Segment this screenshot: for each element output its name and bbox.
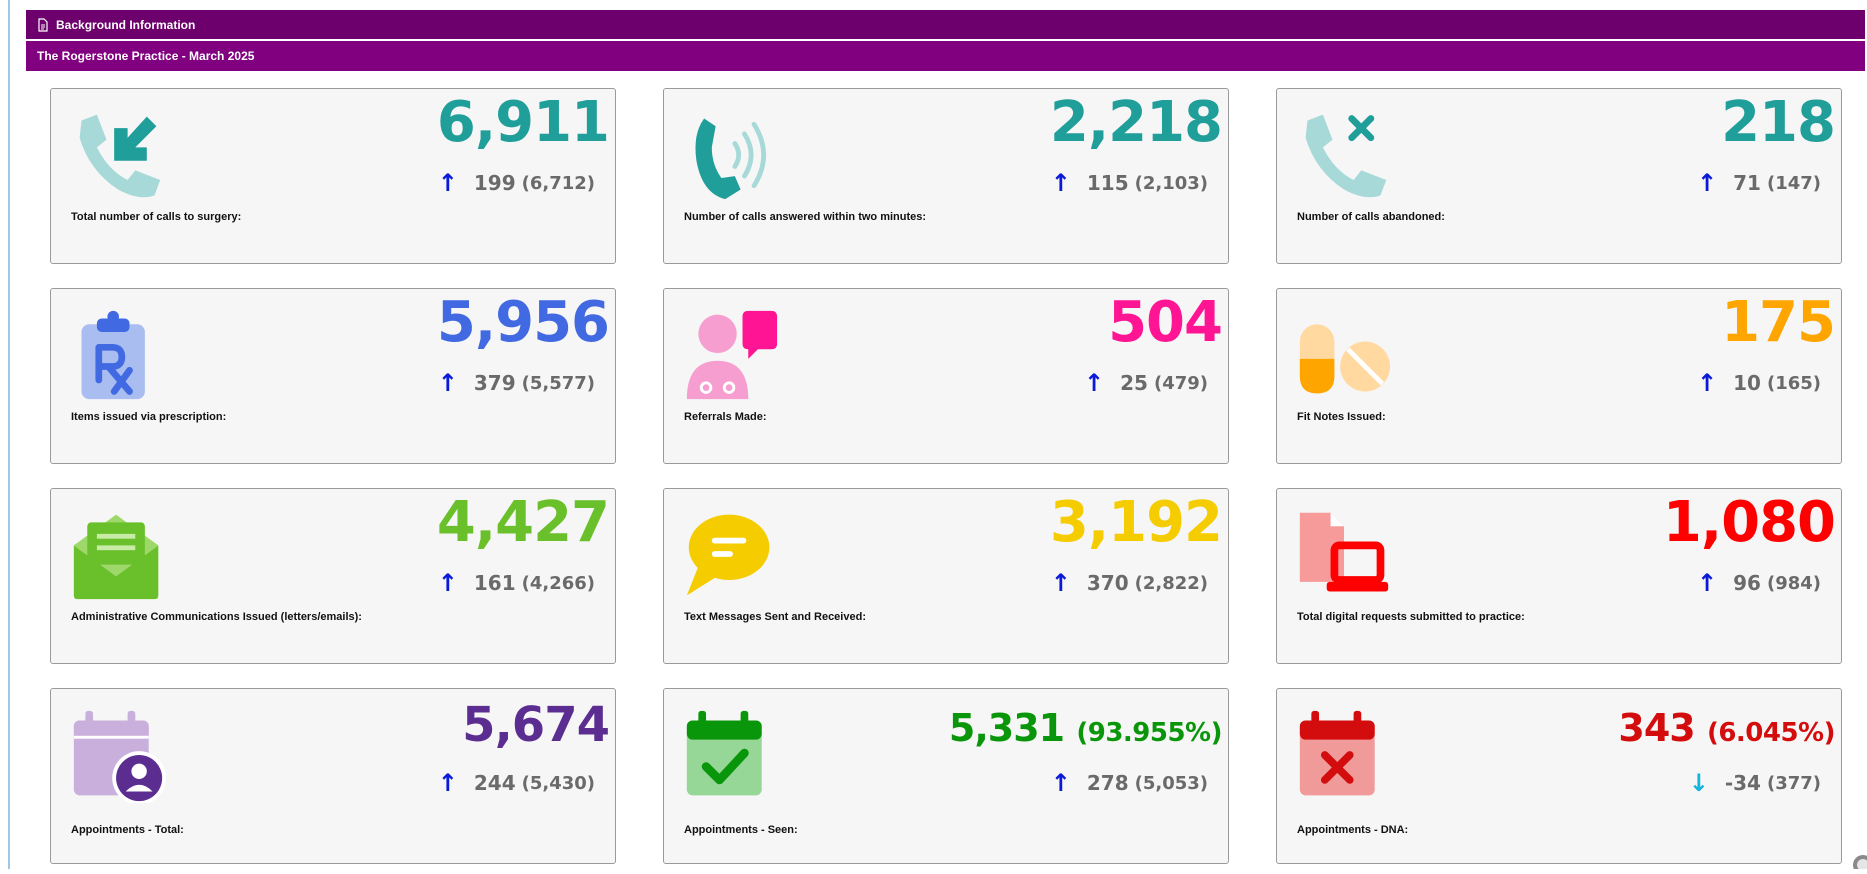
envelope-open-icon: [67, 507, 169, 603]
trend-up-icon: ↑: [1050, 169, 1071, 197]
stat-value: 504: [1108, 290, 1223, 355]
phone-missed-icon: [1293, 107, 1395, 203]
calendar-x-icon: [1293, 707, 1395, 803]
phone-incoming-icon: [67, 107, 169, 203]
stat-value: 1,080: [1662, 490, 1836, 555]
trend-up-icon: ↑: [437, 169, 458, 197]
stat-value: 5,331 (93.955%): [948, 706, 1223, 750]
stat-label: Total digital requests submitted to prac…: [1297, 611, 1525, 623]
stat-label: Appointments - DNA:: [1297, 824, 1409, 836]
stat-label: Referrals Made:: [684, 411, 767, 423]
stat-label: Text Messages Sent and Received:: [684, 611, 866, 623]
calendar-user-icon: [67, 707, 169, 803]
stat-value: 5,956: [436, 290, 610, 355]
stat-value: 218: [1721, 90, 1836, 155]
stat-label: Appointments - Seen:: [684, 824, 798, 836]
stat-card-referrals: 504 ↑ 25 (479) Referrals Made:: [663, 288, 1229, 464]
stat-change: ↑ 379 (5,577): [437, 369, 595, 397]
calendar-check-icon: [680, 707, 782, 803]
practice-header: The Rogerstone Practice - March 2025: [26, 41, 1865, 71]
trend-up-icon: ↑: [437, 569, 458, 597]
stat-label: Number of calls answered within two minu…: [684, 211, 927, 223]
trend-up-icon: ↑: [1050, 569, 1071, 597]
stat-label: Fit Notes Issued:: [1297, 411, 1386, 423]
stat-change: ↑ 25 (479): [1084, 369, 1208, 397]
stat-value: 6,911: [436, 90, 610, 155]
stat-card-admin-comms: 4,427 ↑ 161 (4,266) Administrative Commun…: [50, 488, 616, 664]
stat-label: Administrative Communications Issued (le…: [71, 611, 362, 623]
stat-card-text-messages: 3,192 ↑ 370 (2,822) Text Messages Sent an…: [663, 488, 1229, 664]
document-icon: [36, 17, 50, 32]
stat-value: 5,674: [462, 697, 610, 753]
trend-up-icon: ↑: [1084, 369, 1105, 397]
stat-label: Items issued via prescription:: [71, 411, 227, 423]
stat-label: Appointments - Total:: [71, 824, 184, 836]
stat-value: 4,427: [436, 490, 610, 555]
stat-label: Number of calls abandoned:: [1297, 211, 1445, 223]
trend-up-icon: ↑: [1697, 569, 1718, 597]
trend-up-icon: ↑: [1050, 769, 1071, 797]
doctor-message-icon: [680, 307, 782, 403]
stat-card-total-calls: 6,911 ↑ 199 (6,712) Total number of calls…: [50, 88, 616, 264]
file-laptop-icon: [1293, 507, 1395, 603]
chat-bubble-icon: [680, 507, 782, 603]
stat-change: ↑ 244 (5,430): [437, 769, 595, 797]
trend-up-icon: ↑: [437, 769, 458, 797]
stat-change: ↑ 71 (147): [1697, 169, 1821, 197]
stat-card-appointments-dna: 343 (6.045%) ↓ -34 (377) Appointments - D…: [1276, 688, 1842, 864]
section-header-background-information[interactable]: Background Information: [26, 10, 1865, 39]
stat-card-prescriptions: 5,956 ↑ 379 (5,577) Items issued via pres…: [50, 288, 616, 464]
stat-card-fit-notes: 175 ↑ 10 (165) Fit Notes Issued:: [1276, 288, 1842, 464]
stat-card-digital-requests: 1,080 ↑ 96 (984) Total digital requests s…: [1276, 488, 1842, 664]
pills-icon: [1293, 307, 1395, 403]
stat-card-appointments-total: 5,674 ↑ 244 (5,430) Appointments - Total:: [50, 688, 616, 864]
prescription-clipboard-icon: [67, 307, 169, 403]
window-left-border: [8, 0, 10, 869]
phone-ringing-icon: [680, 107, 782, 203]
trend-up-icon: ↑: [1697, 169, 1718, 197]
stat-change: ↑ 96 (984): [1697, 569, 1821, 597]
stat-card-appointments-seen: 5,331 (93.955%) ↑ 278 (5,053) Appointment…: [663, 688, 1229, 864]
stat-change: ↑ 278 (5,053): [1050, 769, 1208, 797]
stat-label: Total number of calls to surgery:: [71, 211, 242, 223]
stat-card-calls-abandoned: 218 ↑ 71 (147) Number of calls abandoned:: [1276, 88, 1842, 264]
trend-down-icon: ↓: [1688, 769, 1709, 797]
trend-up-icon: ↑: [1697, 369, 1718, 397]
stat-change: ↑ 199 (6,712): [437, 169, 595, 197]
section-title: Background Information: [56, 17, 196, 32]
stat-change: ↓ -34 (377): [1688, 769, 1821, 797]
practice-title: The Rogerstone Practice - March 2025: [37, 49, 255, 63]
stat-value: 2,218: [1049, 90, 1223, 155]
stat-change: ↑ 10 (165): [1697, 369, 1821, 397]
stat-change: ↑ 161 (4,266): [437, 569, 595, 597]
stat-value: 175: [1721, 290, 1836, 355]
trend-up-icon: ↑: [437, 369, 458, 397]
stat-value: 3,192: [1049, 490, 1223, 555]
stat-value: 343 (6.045%): [1618, 706, 1835, 750]
stat-card-calls-answered: 2,218 ↑ 115 (2,103) Number of calls answe…: [663, 88, 1229, 264]
stat-change: ↑ 370 (2,822): [1050, 569, 1208, 597]
resize-handle-icon[interactable]: [1847, 849, 1867, 874]
stat-change: ↑ 115 (2,103): [1050, 169, 1208, 197]
